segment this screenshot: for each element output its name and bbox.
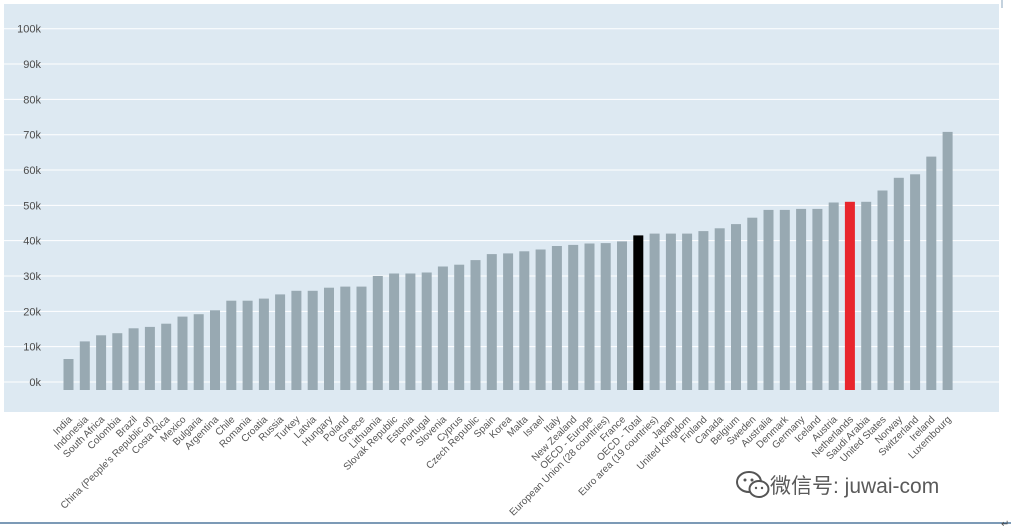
bar bbox=[128, 328, 139, 390]
bar bbox=[210, 310, 220, 390]
bar bbox=[275, 294, 286, 390]
bar bbox=[844, 201, 855, 390]
bar bbox=[763, 209, 774, 390]
bar bbox=[535, 249, 546, 390]
y-tick-label: 10k bbox=[23, 342, 41, 354]
y-tick-label: 70k bbox=[23, 130, 41, 142]
bar bbox=[226, 300, 237, 390]
bar bbox=[893, 177, 904, 390]
watermark: 微信号: juwai-com bbox=[736, 471, 939, 498]
y-tick-label: 20k bbox=[23, 306, 41, 318]
y-tick-label: 60k bbox=[23, 165, 41, 177]
bars bbox=[63, 131, 953, 390]
bar bbox=[519, 251, 530, 390]
bar bbox=[649, 233, 660, 390]
bar bbox=[942, 131, 953, 390]
bar bbox=[812, 208, 823, 390]
bar bbox=[617, 241, 627, 390]
bar bbox=[910, 174, 921, 390]
bar bbox=[584, 243, 595, 390]
bar bbox=[421, 272, 432, 390]
watermark-text: 微信号: juwai-com bbox=[770, 475, 939, 498]
bar bbox=[551, 246, 562, 390]
bar bbox=[307, 290, 318, 390]
bar bbox=[698, 231, 709, 390]
bar bbox=[161, 323, 172, 390]
bar bbox=[242, 300, 253, 390]
bar bbox=[389, 273, 400, 390]
bar bbox=[665, 233, 676, 390]
bar bbox=[340, 286, 351, 390]
bar bbox=[470, 260, 481, 390]
bar bbox=[356, 286, 367, 390]
y-axis-ticks: 0k 10k 20k 30k 40k 50k 60k 70k 80k 90k 100k bbox=[17, 24, 41, 389]
bar bbox=[828, 202, 839, 390]
bar bbox=[291, 290, 302, 390]
y-tick-label: 0k bbox=[29, 377, 41, 389]
bar bbox=[779, 209, 790, 390]
return-mark: ↵ bbox=[1001, 519, 1009, 530]
bar bbox=[731, 224, 741, 390]
y-tick-label: 80k bbox=[23, 94, 41, 106]
bar bbox=[503, 253, 514, 390]
bar bbox=[454, 264, 465, 390]
bar bbox=[258, 298, 269, 390]
bar bbox=[144, 326, 155, 390]
bar bbox=[405, 273, 416, 390]
bar bbox=[63, 359, 74, 390]
bar bbox=[600, 243, 611, 390]
y-tick-label: 50k bbox=[23, 200, 41, 212]
bar bbox=[324, 287, 334, 390]
bar bbox=[79, 341, 90, 390]
y-tick-label: 90k bbox=[23, 59, 41, 71]
bar bbox=[177, 316, 188, 390]
bar bbox=[437, 266, 448, 390]
bar bbox=[877, 190, 888, 390]
bar bbox=[372, 276, 383, 390]
bar bbox=[747, 217, 758, 390]
bar bbox=[112, 333, 123, 390]
bar bbox=[682, 233, 693, 390]
bar bbox=[193, 314, 204, 390]
y-tick-label: 100k bbox=[17, 24, 41, 36]
bar bbox=[486, 254, 497, 390]
bar bbox=[861, 201, 872, 390]
bar bbox=[633, 235, 644, 390]
wechat-icon bbox=[736, 471, 770, 498]
bar bbox=[714, 228, 725, 390]
y-tick-label: 30k bbox=[23, 271, 41, 283]
bar bbox=[96, 335, 107, 390]
bar bbox=[568, 244, 579, 390]
y-tick-label: 40k bbox=[23, 236, 41, 248]
bar bbox=[796, 208, 807, 390]
bar bbox=[926, 156, 937, 390]
